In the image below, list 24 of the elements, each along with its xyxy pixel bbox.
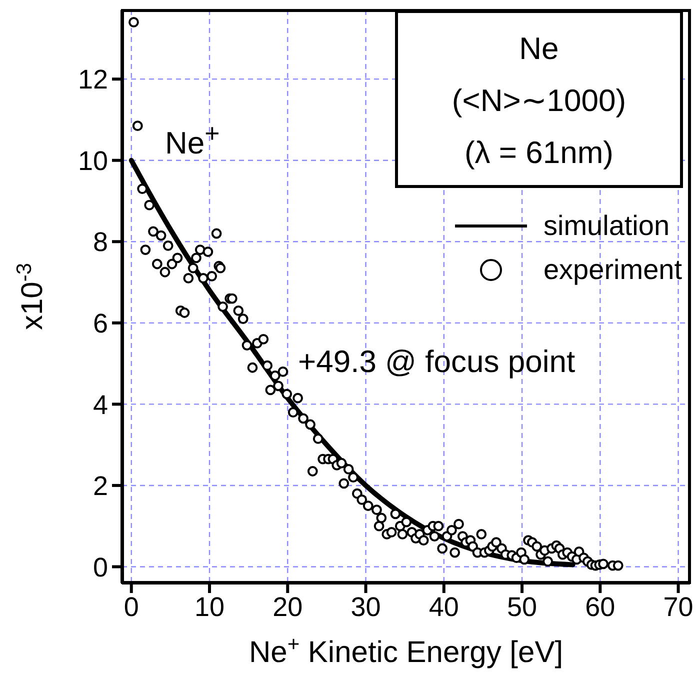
annotation: Ne	[518, 30, 560, 68]
x-tick-label: 20	[272, 592, 303, 622]
y-tick-label: 12	[78, 64, 108, 95]
annotation: (λ = 61nm)	[463, 134, 615, 172]
x-tick-label: 70	[663, 592, 694, 622]
y-tick-label: 0	[92, 552, 108, 582]
x-tick-label: 10	[194, 592, 225, 622]
y-tick-label: 6	[92, 308, 108, 338]
annotation: (<N>∼1000)	[450, 82, 628, 120]
x-axis-title: Ne$^{+}$ Kinetic Energy [eV]	[248, 632, 564, 669]
annotation: +49.3 @ focus point	[298, 344, 576, 380]
legend-label: simulation	[543, 209, 670, 243]
x-tick-label: 0	[124, 592, 139, 622]
x-tick-label: 40	[428, 592, 459, 622]
annotation: Ne$^{+}$	[165, 120, 220, 162]
y-tick-label: 4	[92, 390, 108, 420]
x-tick-label: 50	[507, 592, 538, 622]
y-tick-label: 8	[92, 227, 108, 258]
text-box: Ne (<N>∼1000) (λ = 61nm)	[395, 10, 683, 188]
x-tick-label: 60	[585, 592, 616, 622]
x-tick-label: 30	[350, 592, 381, 622]
y-tick-label: 2	[92, 471, 108, 502]
legend-label: experiment	[543, 253, 682, 287]
y-tick-label: 10	[78, 146, 108, 176]
